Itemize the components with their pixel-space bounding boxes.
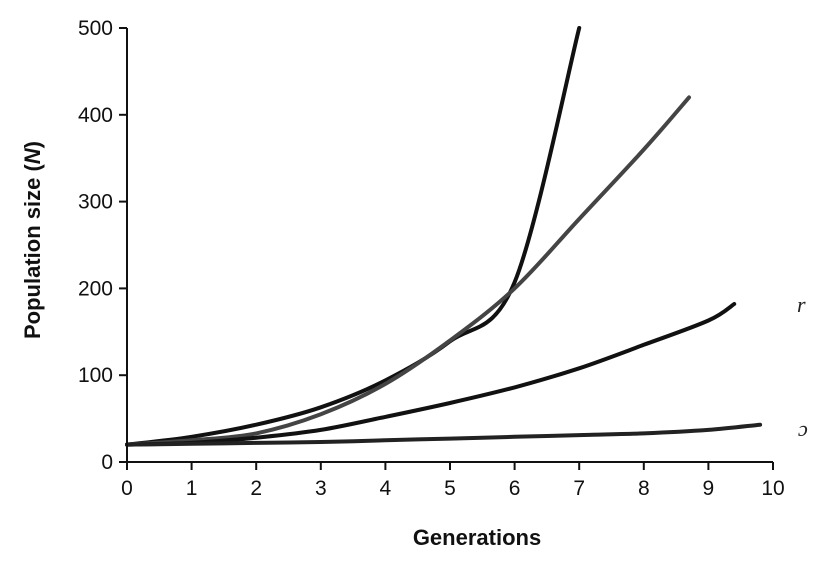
x-tick-label-6: 6	[509, 477, 521, 500]
x-tick-label-7: 7	[573, 477, 585, 500]
series-line-1	[125, 26, 582, 447]
x-tick-label-3: 3	[315, 477, 327, 500]
axes	[126, 28, 773, 463]
series-line-4	[125, 422, 763, 447]
y-tick-label-0: 0	[101, 451, 113, 474]
series-layer	[125, 26, 763, 447]
x-tick-label-8: 8	[638, 477, 650, 500]
x-tick-label-2: 2	[250, 477, 262, 500]
y-axis-title-prefix: Population size (	[20, 164, 45, 339]
margin-label-r: r	[797, 292, 806, 317]
y-axis-title: Population size (N)	[20, 141, 45, 339]
x-tick-label-5: 5	[444, 477, 456, 500]
y-tick-label-5: 500	[78, 17, 113, 40]
y-axis-title-suffix: )	[20, 141, 45, 148]
x-tick-label-9: 9	[703, 477, 715, 500]
x-tick-label-1: 1	[186, 477, 198, 500]
x-tick-label-4: 4	[380, 477, 392, 500]
x-axis-title: Generations	[413, 525, 541, 550]
y-tick-label-2: 200	[78, 277, 113, 300]
series-line-3	[125, 302, 737, 447]
y-tick-label-4: 400	[78, 104, 113, 127]
y-tick-label-3: 300	[78, 191, 113, 214]
y-tick-label-1: 100	[78, 364, 113, 387]
x-tick-label-0: 0	[121, 477, 133, 500]
y-axis-title-symbol: N	[20, 147, 45, 164]
x-tick-label-10: 10	[761, 477, 784, 500]
series-line-2	[125, 95, 691, 447]
margin-label-partial: ɔ	[798, 416, 808, 441]
